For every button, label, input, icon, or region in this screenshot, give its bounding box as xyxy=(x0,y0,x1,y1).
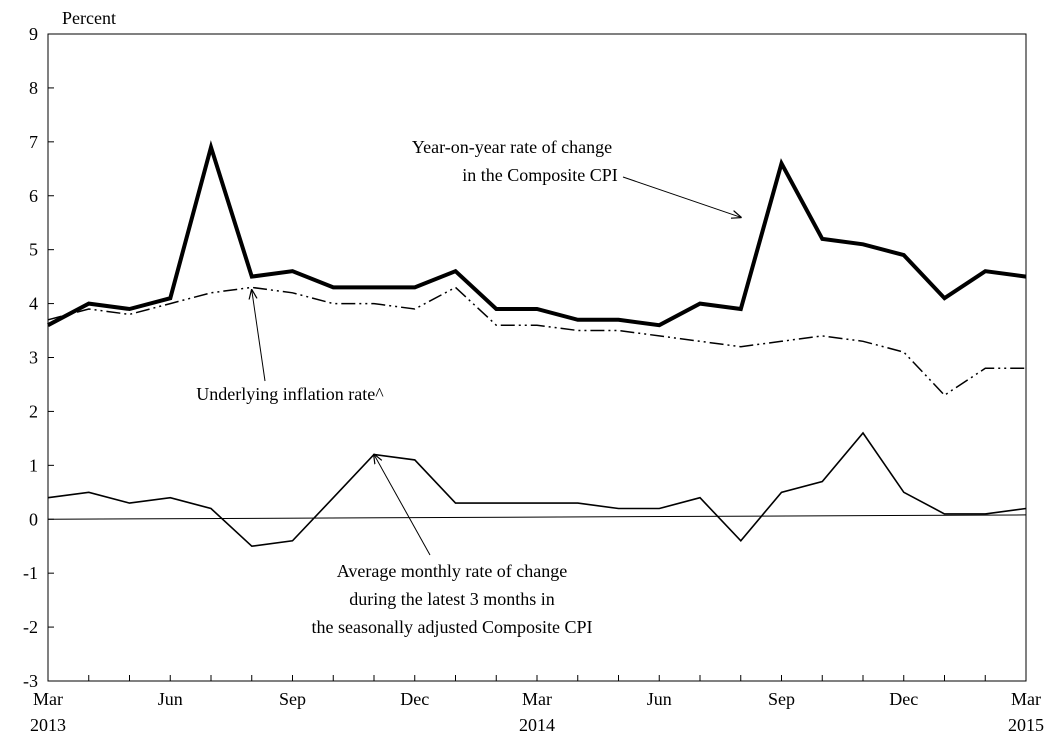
x-tick-label-month: Jun xyxy=(158,689,183,709)
series-line-monthly xyxy=(47,431,1027,548)
y-tick-label: -3 xyxy=(23,671,38,691)
y-tick-label: 4 xyxy=(29,294,38,314)
y-tick-label: 1 xyxy=(29,455,38,475)
y-tick-label: 5 xyxy=(29,240,38,260)
y-tick-label: 3 xyxy=(29,348,38,368)
x-tick-label-year: 2014 xyxy=(519,715,555,735)
x-tick-label-month: Dec xyxy=(889,689,918,709)
x-tick-label-year: 2015 xyxy=(1008,715,1044,735)
series-layer xyxy=(47,140,1027,548)
y-tick-label: 6 xyxy=(29,186,38,206)
annotation-arrow-underlying xyxy=(252,290,266,382)
y-tick-label: 0 xyxy=(29,509,38,529)
x-tick-label-month: Dec xyxy=(400,689,429,709)
annotation-arrow-yoy xyxy=(622,176,741,217)
y-tick-label: 2 xyxy=(29,401,38,421)
y-axis-label: Percent xyxy=(62,8,116,28)
series-line-yoy xyxy=(47,140,1027,328)
y-tick-label: -2 xyxy=(23,617,38,637)
y-tick-label: -1 xyxy=(23,563,38,583)
annotation-underlying-line: Underlying inflation rate^ xyxy=(196,384,384,404)
annotation-monthly-line: Average monthly rate of change xyxy=(337,561,568,581)
y-tick-label: 9 xyxy=(29,24,38,44)
x-tick-label-month: Sep xyxy=(768,689,795,709)
x-tick-label-year: 2013 xyxy=(30,715,66,735)
series-line-underlying xyxy=(47,286,1026,397)
y-tick-label: 7 xyxy=(29,132,38,152)
zero-reference-line xyxy=(47,514,1027,520)
annotation-yoy-line: Year-on-year rate of change xyxy=(412,137,612,157)
annotation-yoy-line: in the Composite CPI xyxy=(462,165,618,185)
x-tick-label-month: Sep xyxy=(279,689,306,709)
y-tick-label: 8 xyxy=(29,78,38,98)
x-tick-label-month: Mar xyxy=(33,689,63,709)
annotation-arrow-monthly xyxy=(374,455,431,556)
annotation-monthly-line: the seasonally adjusted Composite CPI xyxy=(312,617,593,637)
x-tick-label-month: Mar xyxy=(1011,689,1041,709)
plot-frame xyxy=(47,33,1027,682)
annotation-monthly-line: during the latest 3 months in xyxy=(349,589,554,609)
annotation-layer: Year-on-year rate of change in the Compos… xyxy=(196,137,740,637)
x-tick-label-month: Jun xyxy=(647,689,672,709)
x-tick-label-month: Mar xyxy=(522,689,552,709)
